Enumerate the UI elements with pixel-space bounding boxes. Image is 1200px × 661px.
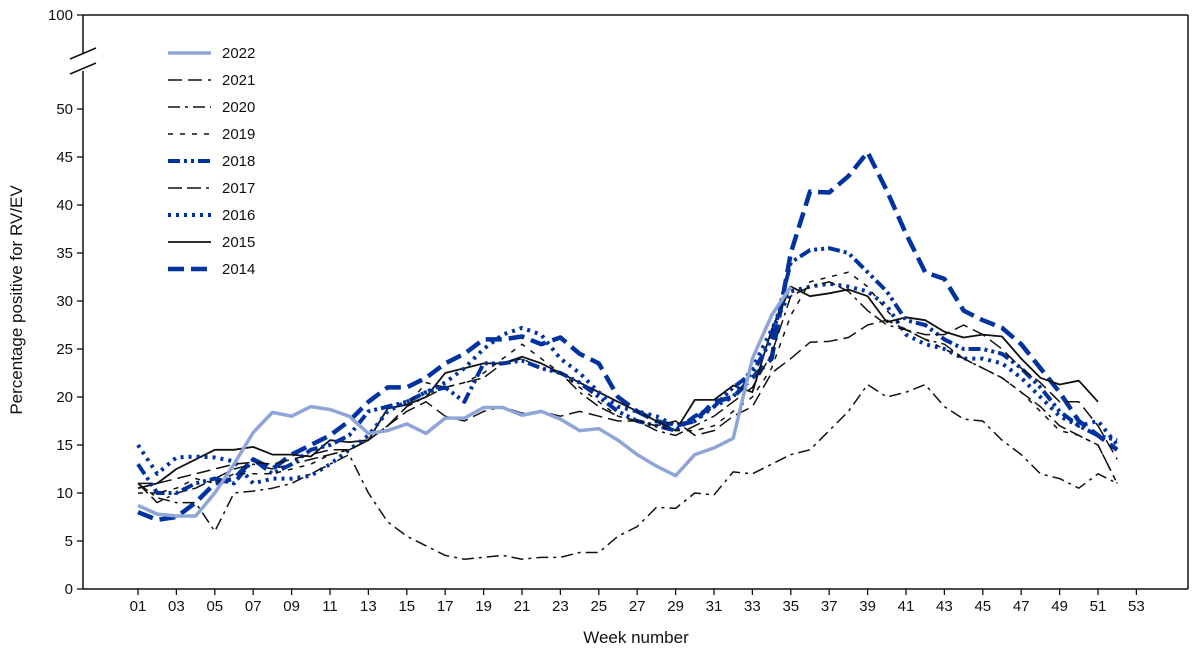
x-tick-label: 03 bbox=[168, 598, 185, 615]
y-tick-label: 20 bbox=[56, 389, 73, 406]
legend-label-2020: 2020 bbox=[222, 99, 255, 116]
x-tick-label: 27 bbox=[629, 598, 646, 615]
x-tick-label: 15 bbox=[398, 598, 415, 615]
x-tick-label: 37 bbox=[821, 598, 838, 615]
legend-label-2014: 2014 bbox=[222, 261, 255, 278]
series-line-2017 bbox=[137, 281, 1118, 504]
series-line-2015 bbox=[137, 285, 1099, 490]
series-line-2021 bbox=[138, 319, 1118, 485]
axis-break-mark bbox=[69, 47, 97, 60]
series-line-2022 bbox=[137, 285, 793, 518]
x-tick-label: 43 bbox=[936, 598, 953, 615]
y-tick-label: 100 bbox=[48, 7, 73, 24]
y-axis-label: Percentage positive for RV/EV bbox=[7, 185, 26, 415]
x-tick-label: 35 bbox=[782, 598, 799, 615]
series-line-2019 bbox=[138, 271, 1118, 494]
series-line-2014 bbox=[137, 149, 1119, 523]
series-line-2018 bbox=[136, 246, 1118, 495]
y-tick-label: 30 bbox=[56, 293, 73, 310]
x-tick-label: 09 bbox=[283, 598, 300, 615]
series-line-2020 bbox=[137, 383, 1118, 560]
x-tick-label: 05 bbox=[206, 598, 223, 615]
x-tick-label: 21 bbox=[514, 598, 531, 615]
x-tick-label: 53 bbox=[1128, 598, 1145, 615]
legend-label-2018: 2018 bbox=[222, 153, 255, 170]
y-tick-label: 10 bbox=[56, 485, 73, 502]
x-tick-label: 23 bbox=[552, 598, 569, 615]
y-tick-label: 40 bbox=[56, 197, 73, 214]
axis-break-mark bbox=[69, 62, 97, 75]
legend-label-2017: 2017 bbox=[222, 180, 255, 197]
series-lines bbox=[136, 149, 1119, 560]
y-tick-label: 50 bbox=[56, 101, 73, 118]
legend-label-2019: 2019 bbox=[222, 126, 255, 143]
x-tick-label: 19 bbox=[475, 598, 492, 615]
x-tick-label: 07 bbox=[245, 598, 262, 615]
legend-label-2022: 2022 bbox=[222, 45, 255, 62]
x-axis-label: Week number bbox=[583, 628, 689, 647]
x-tick-label: 17 bbox=[437, 598, 454, 615]
x-tick-label: 45 bbox=[974, 598, 991, 615]
x-tick-label: 29 bbox=[667, 598, 684, 615]
x-tick-label: 51 bbox=[1090, 598, 1107, 615]
x-tick-label: 47 bbox=[1013, 598, 1030, 615]
series-line-2016 bbox=[136, 281, 1119, 486]
y-tick-label: 45 bbox=[56, 149, 73, 166]
y-tick-label: 35 bbox=[56, 245, 73, 262]
y-tick-label: 25 bbox=[56, 341, 73, 358]
legend: 2022 2021 2020 2019 2018 2017 2016 2015 2014 bbox=[168, 45, 255, 278]
x-tick-label: 39 bbox=[859, 598, 876, 615]
y-tick-label: 0 bbox=[65, 581, 73, 598]
legend-label-2016: 2016 bbox=[222, 207, 255, 224]
x-tick-label: 11 bbox=[322, 598, 338, 615]
x-tick-label: 01 bbox=[130, 598, 147, 615]
x-tick-label: 33 bbox=[744, 598, 761, 615]
y-tick-label: 5 bbox=[65, 533, 73, 550]
y-tick-label: 15 bbox=[56, 437, 73, 454]
legend-label-2015: 2015 bbox=[222, 234, 255, 251]
x-tick-label: 31 bbox=[706, 598, 723, 615]
x-tick-label: 25 bbox=[590, 598, 607, 615]
x-tick-label: 41 bbox=[898, 598, 915, 615]
x-tick-label: 49 bbox=[1051, 598, 1068, 615]
legend-label-2021: 2021 bbox=[222, 72, 255, 89]
x-tick-label: 13 bbox=[360, 598, 377, 615]
